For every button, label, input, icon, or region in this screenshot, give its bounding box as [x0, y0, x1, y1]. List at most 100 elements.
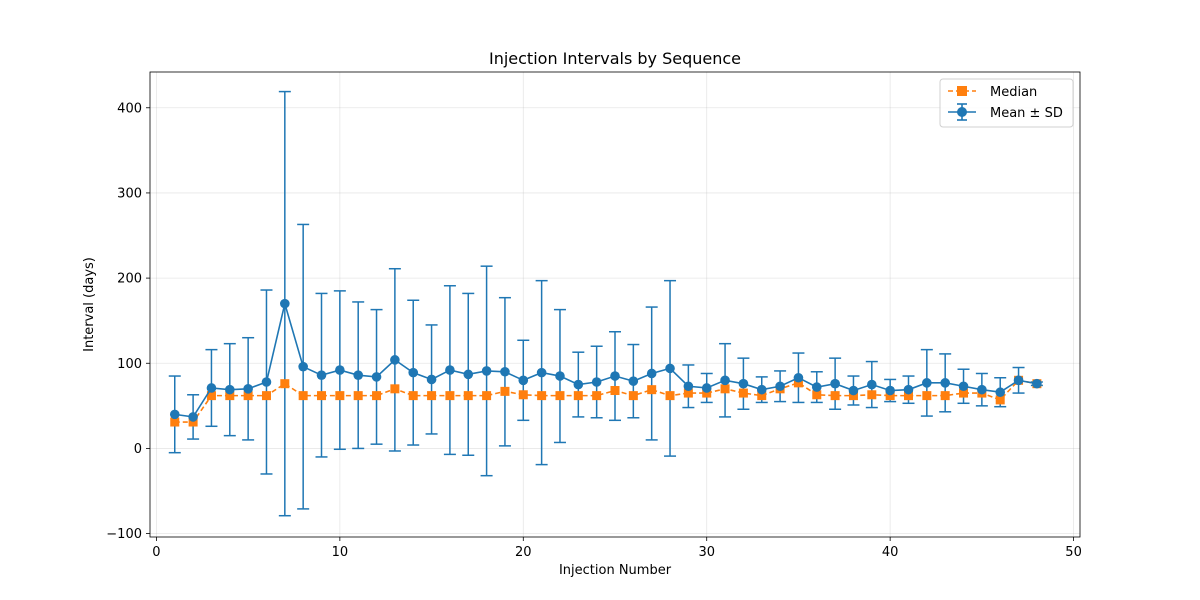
- x-tick-label: 10: [332, 545, 349, 560]
- y-axis-title: Interval (days): [82, 257, 97, 352]
- mean-point: [243, 384, 253, 394]
- x-tick-label: 50: [1065, 545, 1082, 560]
- median-point: [427, 391, 437, 401]
- mean-point: [830, 378, 840, 389]
- mean-point: [298, 361, 308, 372]
- mean-point: [665, 363, 675, 374]
- mean-point: [426, 374, 437, 385]
- mean-point: [1032, 378, 1042, 389]
- mean-point: [683, 381, 694, 392]
- median-point: [702, 388, 712, 398]
- median-point: [372, 391, 382, 401]
- chart-title: Injection Intervals by Sequence: [489, 49, 741, 68]
- median-point: [298, 391, 308, 401]
- median-point: [610, 386, 620, 396]
- y-tick-label: 0: [134, 442, 142, 457]
- mean-point: [646, 368, 657, 379]
- median-point: [683, 388, 693, 398]
- mean-point: [977, 384, 987, 395]
- x-axis-title: Injection Number: [559, 563, 672, 578]
- plot-frame: [149, 71, 1081, 538]
- mean-point: [390, 355, 400, 365]
- median-point: [261, 391, 271, 401]
- mean-point: [224, 384, 235, 395]
- mean-point: [738, 378, 749, 389]
- mean-point: [518, 375, 529, 386]
- mean-point: [206, 383, 217, 393]
- mean-point: [481, 366, 492, 376]
- mean-point: [188, 412, 198, 422]
- legend-mean-marker: [957, 107, 967, 117]
- x-tick-label: 20: [515, 545, 532, 560]
- mean-point: [867, 379, 877, 390]
- median-point: [463, 391, 473, 401]
- mean-point: [591, 377, 602, 387]
- mean-point: [940, 378, 950, 388]
- mean-point: [903, 384, 914, 395]
- mean-point: [280, 298, 290, 309]
- median-point: [830, 391, 840, 401]
- mean-point: [922, 378, 932, 388]
- median-point: [243, 391, 253, 401]
- legend: Median Mean ± SD: [939, 78, 1074, 128]
- median-point: [225, 391, 235, 401]
- median-point: [738, 388, 748, 398]
- y-tick-label: 400: [117, 101, 142, 116]
- median-point: [665, 391, 675, 401]
- y-tick-label: 200: [117, 272, 142, 287]
- mean-point: [353, 370, 363, 380]
- mean-point: [169, 409, 180, 420]
- y-tick-label: 100: [117, 357, 142, 372]
- mean-point: [756, 384, 767, 395]
- median-point: [628, 391, 638, 401]
- median-point: [555, 391, 565, 401]
- mean-point: [445, 365, 455, 375]
- median-point: [867, 390, 877, 400]
- median-point: [317, 391, 327, 401]
- mean-point: [610, 371, 620, 381]
- mean-point: [463, 369, 474, 380]
- mean-point: [995, 387, 1006, 398]
- median-point: [959, 388, 969, 398]
- mean-point: [316, 370, 327, 380]
- median-point: [812, 390, 822, 400]
- median-point: [353, 391, 363, 401]
- x-tick-label: 0: [152, 545, 160, 560]
- mean-point: [793, 372, 804, 383]
- y-tick-label: 300: [117, 186, 142, 201]
- axis-ticks: 0 10 20 30 40 50 −100 0 100 200 300 400: [106, 101, 1082, 560]
- mean-point: [775, 381, 785, 392]
- median-point: [647, 385, 657, 395]
- median-point: [922, 391, 932, 401]
- mean-point: [371, 372, 382, 382]
- mean-point: [335, 365, 345, 375]
- mean-point: [628, 376, 639, 386]
- median-point: [408, 391, 418, 401]
- plot-data: [168, 90, 1043, 517]
- median-point: [995, 395, 1005, 405]
- median-point: [885, 391, 895, 401]
- mean-point: [885, 385, 895, 396]
- mean-point: [958, 381, 969, 392]
- x-tick-label: 30: [698, 545, 715, 560]
- legend-median-marker: [957, 86, 967, 96]
- y-tick-label: −100: [106, 527, 142, 542]
- mean-point: [261, 377, 272, 387]
- mean-point: [573, 379, 584, 390]
- mean-point: [848, 385, 859, 396]
- mean-point: [701, 383, 712, 393]
- mean-point: [536, 367, 547, 378]
- median-point: [170, 417, 180, 427]
- median-point: [537, 391, 547, 401]
- mean-point: [811, 382, 822, 392]
- median-point: [848, 391, 858, 401]
- mean-point: [720, 375, 730, 386]
- median-point: [500, 386, 510, 396]
- mean-point: [500, 366, 510, 377]
- median-point: [390, 384, 400, 394]
- median-point: [280, 379, 290, 389]
- median-point: [793, 378, 803, 388]
- median-point: [445, 391, 455, 401]
- x-tick-label: 40: [882, 545, 899, 560]
